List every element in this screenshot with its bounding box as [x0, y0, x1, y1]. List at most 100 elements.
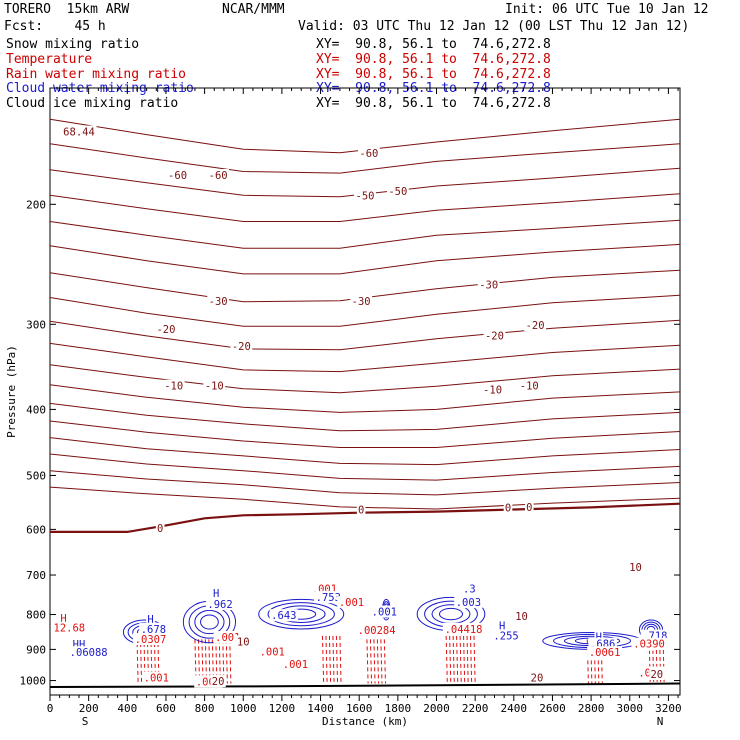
- contour-label: .0307: [135, 634, 167, 646]
- x-tick-label: 400: [117, 702, 137, 715]
- temperature-isotherm: [49, 269, 681, 303]
- label-mask: [207, 294, 230, 307]
- contour-label: .962: [207, 599, 232, 611]
- rain-contour: [328, 635, 332, 684]
- contour-label: -10: [520, 381, 539, 393]
- legend-rain: Rain water mixing ratio: [6, 67, 187, 82]
- x-tick-label: 600: [156, 702, 176, 715]
- temperature-isotherm: [49, 143, 681, 174]
- contour-label: H: [596, 631, 602, 643]
- temperature-isotherm: [49, 319, 681, 351]
- label-mask: [649, 667, 665, 680]
- contour-label: -30: [479, 280, 498, 292]
- label-mask: [230, 339, 253, 352]
- cloud-water-contour: [194, 609, 225, 635]
- contour-label: -30: [352, 296, 371, 308]
- x-tick-label: 1400: [307, 702, 334, 715]
- contour-label: 0: [526, 502, 532, 514]
- label-mask: [454, 596, 483, 609]
- contour-label: -20: [526, 320, 545, 332]
- contour-label: -20: [232, 341, 251, 353]
- label-mask: [142, 671, 171, 684]
- temperature-isotherm: [49, 384, 681, 413]
- rain-contour: [470, 635, 473, 684]
- label-mask: [207, 169, 230, 182]
- rain-contour: [445, 635, 448, 684]
- rain-contour: [332, 635, 335, 684]
- rain-contour: [452, 635, 455, 684]
- contour-label: .753: [316, 592, 341, 604]
- label-mask: [269, 609, 299, 622]
- x-tick-label: 800: [195, 702, 215, 715]
- temperature-isotherm: [49, 470, 681, 496]
- contour-label: .0390: [633, 639, 665, 651]
- temperature-isotherm: [49, 167, 681, 198]
- temperature-isotherm: [49, 243, 681, 275]
- cloud-water-contour: [438, 607, 463, 621]
- label-mask: [631, 637, 667, 650]
- label-mask: [497, 619, 507, 632]
- label-mask: [281, 657, 310, 670]
- x-tick-label: 1800: [385, 702, 412, 715]
- x-tick-label: 2800: [578, 702, 605, 715]
- rain-contour: [335, 635, 339, 684]
- label-mask: [355, 624, 398, 637]
- contour-label: .001: [260, 646, 285, 658]
- rain-contour: [225, 639, 228, 684]
- x-tick-label: 2600: [539, 702, 566, 715]
- rain-contour: [229, 639, 232, 684]
- contour-label: .06088: [70, 647, 108, 659]
- contour-label: .003: [456, 597, 481, 609]
- label-mask: [513, 609, 530, 622]
- contour-label: 20: [212, 676, 225, 688]
- end-label-right: N: [657, 715, 664, 728]
- temperature-isotherm: [49, 118, 681, 154]
- terrain-line: [49, 682, 681, 688]
- rain-contour: [456, 635, 459, 684]
- label-mask: [627, 560, 644, 573]
- x-tick-label: 200: [79, 702, 99, 715]
- rain-contour: [463, 635, 466, 684]
- model-title: TORERO 15km ARW: [4, 2, 130, 17]
- rain-contour: [339, 635, 342, 684]
- label-mask: [314, 591, 343, 604]
- contour-label: .255: [493, 630, 518, 642]
- contour-label: -60: [168, 170, 187, 182]
- label-mask: [518, 379, 541, 392]
- legend-temperature-xy: XY= 90.8, 56.1 to 74.6,272.8: [316, 52, 551, 67]
- label-mask: [51, 621, 87, 634]
- center-title: NCAR/MMM: [222, 2, 285, 17]
- label-mask: [483, 329, 506, 342]
- label-mask: [461, 582, 477, 595]
- contour-label: 0: [157, 523, 163, 535]
- contour-label: 0: [505, 503, 511, 515]
- legend-temperature: Temperature: [6, 52, 93, 67]
- rain-contour: [449, 635, 452, 684]
- label-mask: [503, 501, 513, 514]
- label-mask: [481, 383, 504, 396]
- label-mask: [524, 501, 534, 514]
- label-mask: [350, 294, 373, 307]
- x-tick-label: 2000: [423, 702, 450, 715]
- label-mask: [213, 631, 242, 644]
- contour-label: .678: [141, 624, 166, 636]
- label-mask: [146, 612, 155, 625]
- y-tick-label: 500: [26, 469, 46, 482]
- label-mask: [386, 184, 409, 197]
- temperature-isotherm: [49, 342, 681, 373]
- label-mask: [155, 323, 177, 336]
- cloud-water-contour: [258, 598, 345, 630]
- temperature-isotherm: [50, 502, 681, 533]
- rain-contour: [459, 635, 462, 684]
- contour-label: .001: [215, 632, 240, 644]
- rain-contour: [369, 639, 373, 684]
- label-mask: [594, 630, 604, 643]
- contour-label: .643: [271, 610, 296, 622]
- cloud-water-contour: [200, 614, 219, 630]
- legend-snow-xy: XY= 90.8, 56.1 to 74.6,272.8: [316, 37, 551, 52]
- label-mask: [162, 379, 185, 392]
- temperature-isotherm: [49, 486, 681, 510]
- x-tick-label: 1000: [230, 702, 257, 715]
- temperature-isotherm: [49, 420, 681, 448]
- cloud-water-contour: [267, 602, 335, 627]
